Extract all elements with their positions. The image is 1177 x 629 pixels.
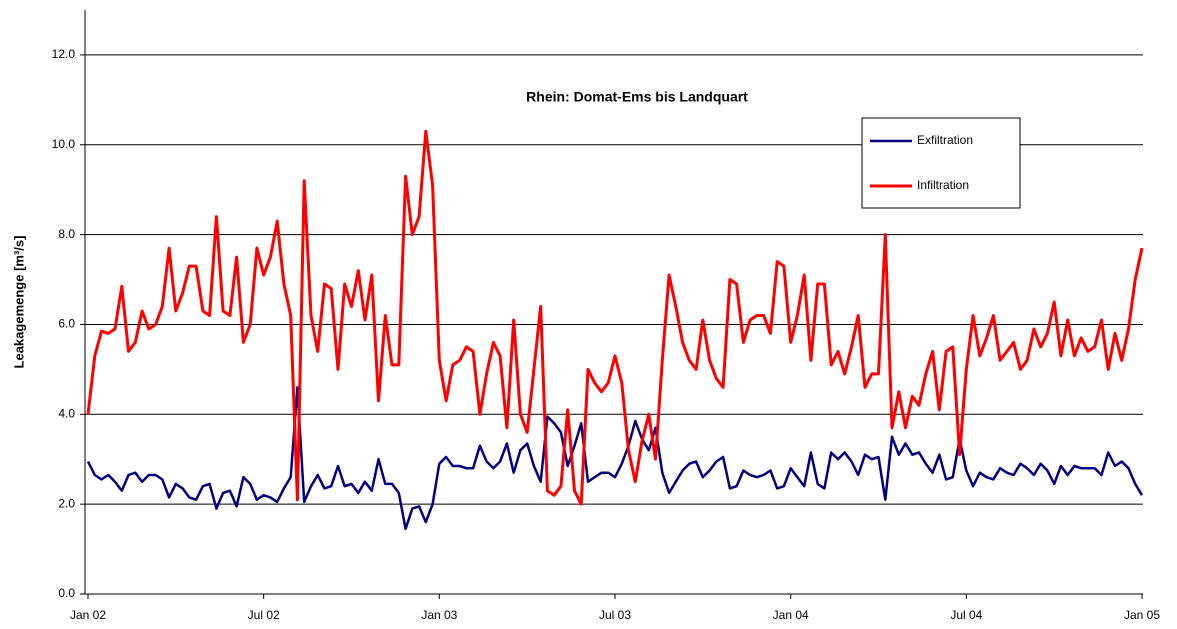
x-tick-label: Jul 04 bbox=[950, 608, 982, 622]
y-tick-label: 12.0 bbox=[52, 47, 76, 61]
y-tick-label: 2.0 bbox=[58, 496, 75, 510]
data-line bbox=[86, 386, 1144, 531]
y-tick-label: 6.0 bbox=[58, 317, 75, 331]
x-tick-label: Jan 05 bbox=[1124, 608, 1160, 622]
legend-label: Infiltration bbox=[917, 178, 969, 192]
y-tick-label: 8.0 bbox=[58, 227, 75, 241]
y-tick-label: 10.0 bbox=[52, 137, 76, 151]
x-tick-label: Jan 03 bbox=[421, 608, 457, 622]
x-tick-label: Jan 02 bbox=[70, 608, 106, 622]
x-tick-label: Jan 04 bbox=[773, 608, 809, 622]
x-tick-label: Jul 02 bbox=[248, 608, 280, 622]
legend-label: Exfiltration bbox=[917, 133, 973, 147]
legend: Exfiltration Infiltration bbox=[861, 117, 1021, 209]
y-axis-label: Leakagemenge [m³/s] bbox=[11, 236, 26, 369]
x-tick-label: Jul 03 bbox=[599, 608, 631, 622]
legend-box bbox=[861, 117, 1021, 209]
chart-title: Rhein: Domat-Ems bis Landquart bbox=[526, 89, 748, 105]
data-line bbox=[86, 129, 1144, 506]
y-tick-label: 4.0 bbox=[58, 406, 75, 420]
y-tick-label: 0.0 bbox=[58, 586, 75, 600]
